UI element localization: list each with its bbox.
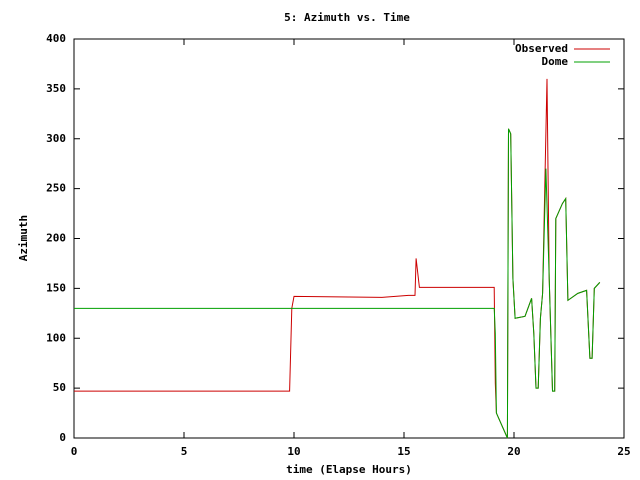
chart-title: 5: Azimuth vs. Time	[284, 11, 410, 24]
x-tick-label: 25	[617, 445, 630, 458]
x-tick-label: 20	[507, 445, 520, 458]
legend-label: Observed	[515, 42, 568, 55]
y-axis-label: Azimuth	[17, 215, 30, 261]
y-tick-label: 400	[46, 32, 66, 45]
plot-frame	[73, 38, 625, 439]
y-tick-label: 50	[53, 381, 66, 394]
y-tick-label: 350	[46, 82, 66, 95]
x-axis-label: time (Elapse Hours)	[286, 463, 412, 476]
y-tick-label: 250	[46, 182, 66, 195]
y-tick-label: 100	[46, 331, 66, 344]
x-tick-label: 15	[397, 445, 410, 458]
x-tick-label: 0	[71, 445, 78, 458]
y-tick-label: 150	[46, 281, 66, 294]
series-line	[74, 128, 601, 439]
legend-label: Dome	[542, 55, 569, 68]
y-tick-label: 300	[46, 132, 66, 145]
series-line	[74, 78, 601, 439]
x-tick-label: 5	[181, 445, 188, 458]
x-tick-label: 10	[287, 445, 300, 458]
y-tick-label: 0	[59, 431, 66, 444]
y-tick-label: 200	[46, 232, 66, 245]
